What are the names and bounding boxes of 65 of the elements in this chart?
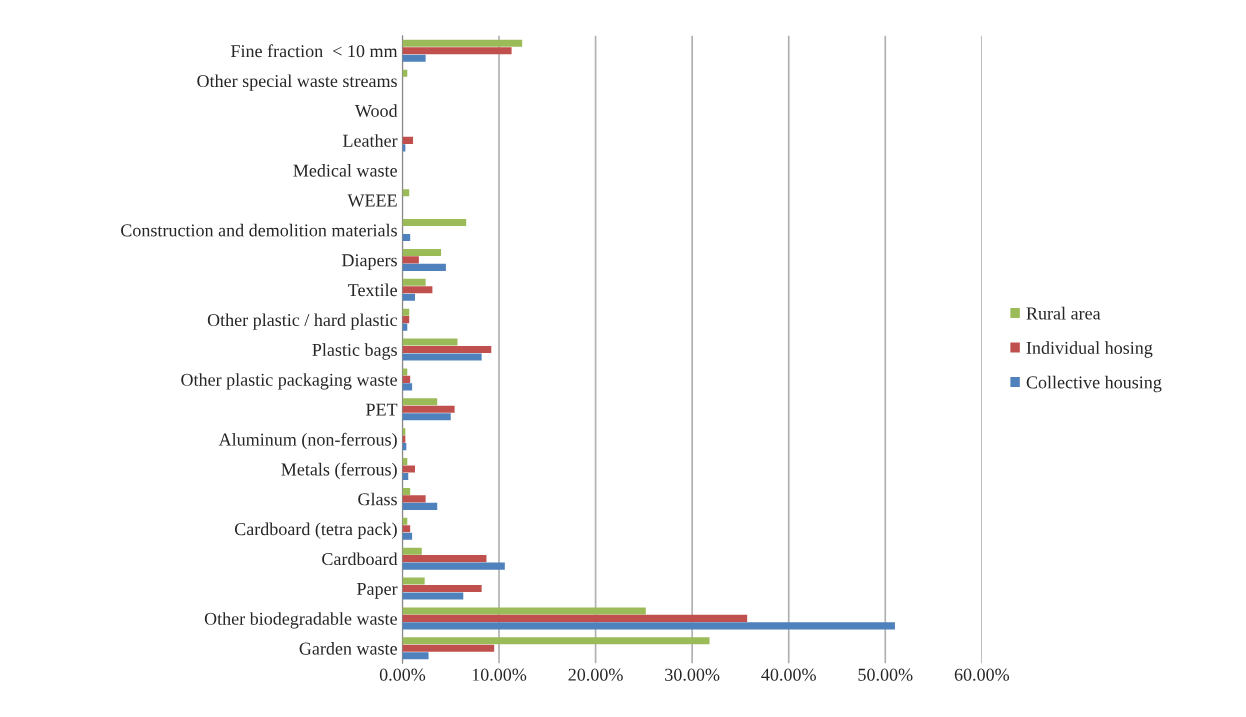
bar [402,465,416,473]
y-tick-label: Cardboard (tetra pack) [234,522,397,539]
bar [402,39,523,47]
bar [402,547,422,555]
y-tick-label: Diapers [341,254,397,271]
y-tick-label: Paper [357,582,398,599]
bar [402,54,426,62]
y-tick-label: Leather [342,134,398,147]
bar [402,293,416,301]
y-tick-label: Garden waste [299,642,397,655]
bar [402,405,455,413]
y-tick-label: Textile [348,283,397,297]
bar [402,532,413,540]
bar [402,413,451,421]
legend-label: Rural area [1026,306,1101,320]
bar [402,256,419,264]
y-tick-label: Wood [354,104,398,118]
bar [402,637,710,645]
x-tick-label: 50.00% [858,668,913,681]
bar [402,652,429,660]
bar [402,592,464,600]
bar [402,383,413,391]
bar [402,278,426,286]
bar [402,219,467,227]
x-tick-label: 40.00% [761,668,816,681]
bar [402,338,458,346]
bar [402,644,495,652]
y-tick-label: Construction and demolition materials [121,223,397,237]
y-tick-label: Other special waste streams [197,74,397,91]
y-tick-label: Medical waste [293,164,397,177]
y-tick-label: Fine fraction < 10 mm [230,44,398,58]
bar [402,47,512,55]
bar [402,622,895,630]
x-tick-label: 20.00% [568,668,623,681]
bar [402,562,505,570]
bar [402,353,482,361]
bar [402,345,492,354]
legend-label: Collective housing [1026,375,1162,393]
bar [402,263,446,271]
bar [402,495,426,503]
y-tick-label: Other plastic / hard plastic [207,313,398,330]
bar [402,286,433,294]
y-tick-label: Aluminum (non-ferrous) [218,432,397,450]
bar [402,555,487,563]
legend-label: Individual hosing [1026,341,1153,358]
x-tick-label: 0.00% [379,668,426,681]
y-tick-label: PET [366,403,398,416]
x-tick-label: 10.00% [472,668,527,681]
bar [402,398,438,406]
bar [402,607,646,615]
bar [402,614,748,622]
y-tick-label: Metals (ferrous) [281,462,397,480]
y-tick-label: Plastic bags [312,343,397,360]
y-tick-label: Glass [358,492,397,506]
y-tick-label: Other plastic packaging waste [181,373,397,390]
x-tick-label: 60.00% [954,668,1010,681]
bar [402,136,414,144]
bar [402,577,425,585]
bar [402,584,482,593]
bar [402,248,442,256]
y-tick-label: Other biodegradable waste [204,612,397,629]
y-tick-label: Cardboard [322,552,398,566]
y-tick-label: WEEE [347,194,397,207]
x-tick-label: 30.00% [665,668,720,681]
bar [402,502,438,510]
